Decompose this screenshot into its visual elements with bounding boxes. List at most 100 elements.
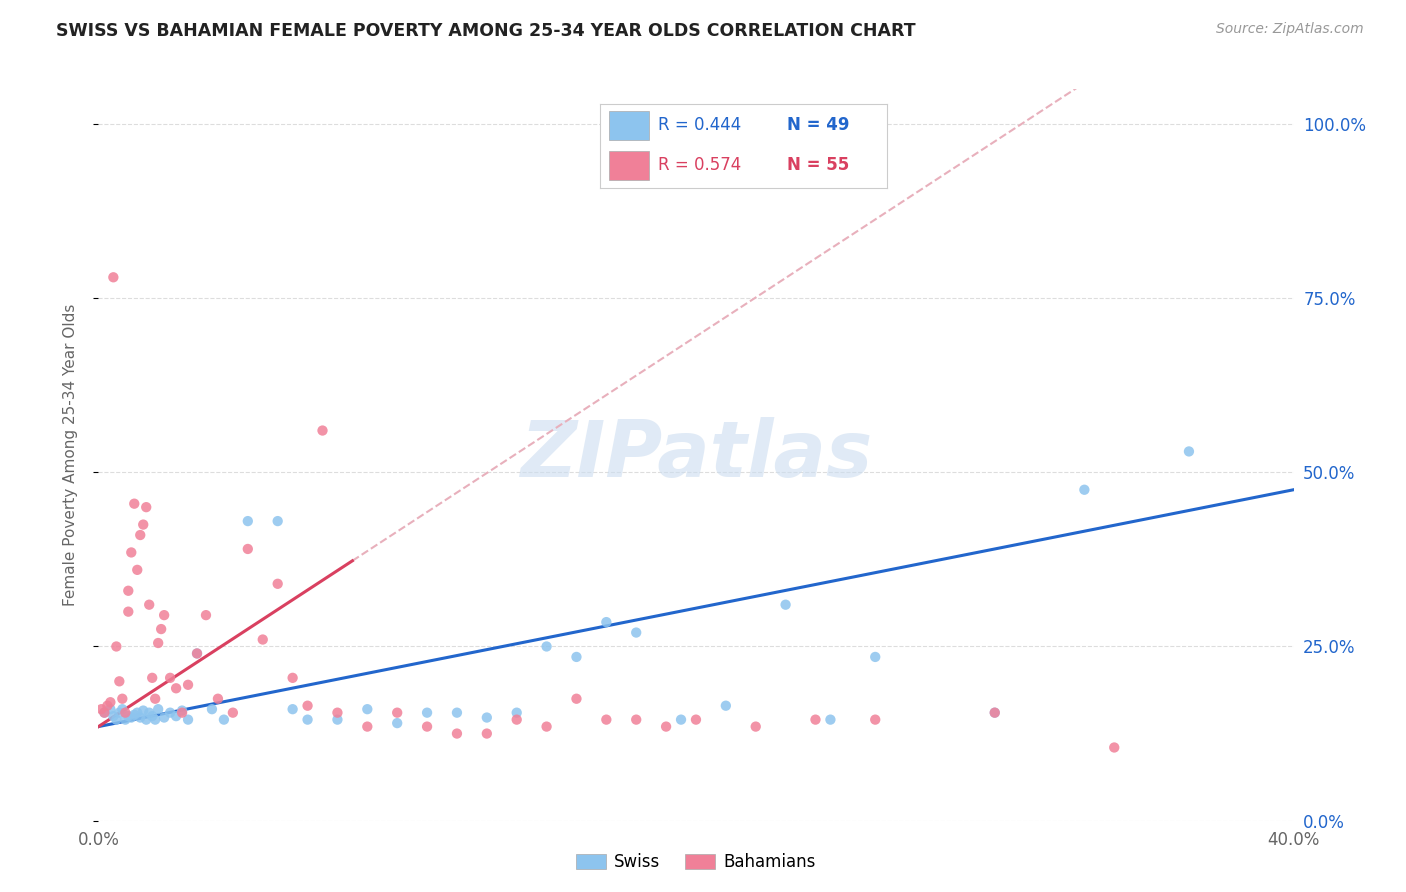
Point: [117, 583, 139, 598]
Point: [127, 563, 149, 577]
Y-axis label: Female Poverty Among 25-34 Year Olds: Female Poverty Among 25-34 Year Olds: [63, 304, 77, 606]
Point: [103, 270, 125, 285]
Point: [153, 710, 176, 724]
Point: [117, 605, 139, 619]
Point: [714, 698, 737, 713]
Point: [120, 545, 142, 559]
Point: [1104, 740, 1126, 755]
Point: [565, 649, 588, 664]
Point: [326, 706, 349, 720]
Point: [124, 707, 146, 722]
Point: [100, 695, 122, 709]
Point: [416, 706, 439, 720]
Point: [201, 702, 224, 716]
Point: [150, 622, 173, 636]
Point: [132, 704, 155, 718]
Point: [506, 713, 529, 727]
Text: Source: ZipAtlas.com: Source: ZipAtlas.com: [1216, 22, 1364, 37]
Point: [148, 636, 170, 650]
Point: [446, 726, 468, 740]
Point: [536, 720, 558, 734]
Point: [212, 713, 235, 727]
Point: [356, 720, 378, 734]
Point: [626, 713, 648, 727]
Point: [297, 713, 319, 727]
Point: [129, 710, 152, 724]
Point: [385, 716, 409, 731]
Point: [267, 514, 290, 528]
Point: [143, 713, 166, 727]
Point: [100, 702, 122, 716]
Point: [108, 674, 131, 689]
Point: [326, 713, 349, 727]
Point: [177, 713, 200, 727]
Point: [446, 706, 468, 720]
Point: [127, 706, 149, 720]
Point: [626, 625, 648, 640]
Point: [669, 713, 692, 727]
Point: [311, 424, 333, 438]
Point: [685, 713, 707, 727]
Point: [416, 720, 439, 734]
Point: [865, 649, 887, 664]
Point: [236, 514, 259, 528]
Point: [984, 706, 1007, 720]
Point: [267, 576, 290, 591]
Point: [124, 497, 146, 511]
Point: [1178, 444, 1201, 458]
Point: [177, 678, 200, 692]
Point: [195, 608, 218, 623]
Legend: Swiss, Bahamians: Swiss, Bahamians: [569, 847, 823, 878]
Point: [1073, 483, 1095, 497]
Text: SWISS VS BAHAMIAN FEMALE POVERTY AMONG 25-34 YEAR OLDS CORRELATION CHART: SWISS VS BAHAMIAN FEMALE POVERTY AMONG 2…: [56, 22, 915, 40]
Point: [114, 713, 136, 727]
Point: [186, 647, 208, 661]
Point: [105, 640, 128, 654]
Point: [117, 709, 139, 723]
Point: [159, 706, 181, 720]
Point: [135, 500, 157, 515]
Point: [93, 706, 115, 720]
Point: [111, 702, 134, 716]
Point: [138, 706, 160, 720]
Point: [281, 671, 304, 685]
Point: [475, 710, 498, 724]
Point: [153, 608, 176, 623]
Point: [356, 702, 378, 716]
Point: [536, 640, 558, 654]
Point: [172, 704, 194, 718]
Point: [775, 598, 797, 612]
Point: [595, 615, 617, 629]
Point: [120, 710, 142, 724]
Point: [222, 706, 245, 720]
Point: [385, 706, 409, 720]
Point: [159, 671, 181, 685]
Point: [984, 706, 1007, 720]
Point: [281, 702, 304, 716]
Point: [186, 647, 208, 661]
Point: [141, 671, 163, 685]
Point: [96, 698, 118, 713]
Point: [165, 709, 187, 723]
Point: [143, 691, 166, 706]
Point: [236, 541, 259, 556]
Point: [90, 702, 112, 716]
Point: [565, 691, 588, 706]
Point: [297, 698, 319, 713]
Point: [865, 713, 887, 727]
Point: [141, 709, 163, 723]
Point: [475, 726, 498, 740]
Point: [252, 632, 274, 647]
Point: [148, 702, 170, 716]
Point: [207, 691, 229, 706]
Point: [165, 681, 187, 696]
Point: [506, 706, 529, 720]
Point: [108, 706, 131, 720]
Point: [138, 598, 160, 612]
Point: [745, 720, 768, 734]
Text: ZIPatlas: ZIPatlas: [520, 417, 872, 493]
Point: [135, 713, 157, 727]
Point: [655, 720, 678, 734]
Point: [114, 706, 136, 720]
Point: [595, 713, 617, 727]
